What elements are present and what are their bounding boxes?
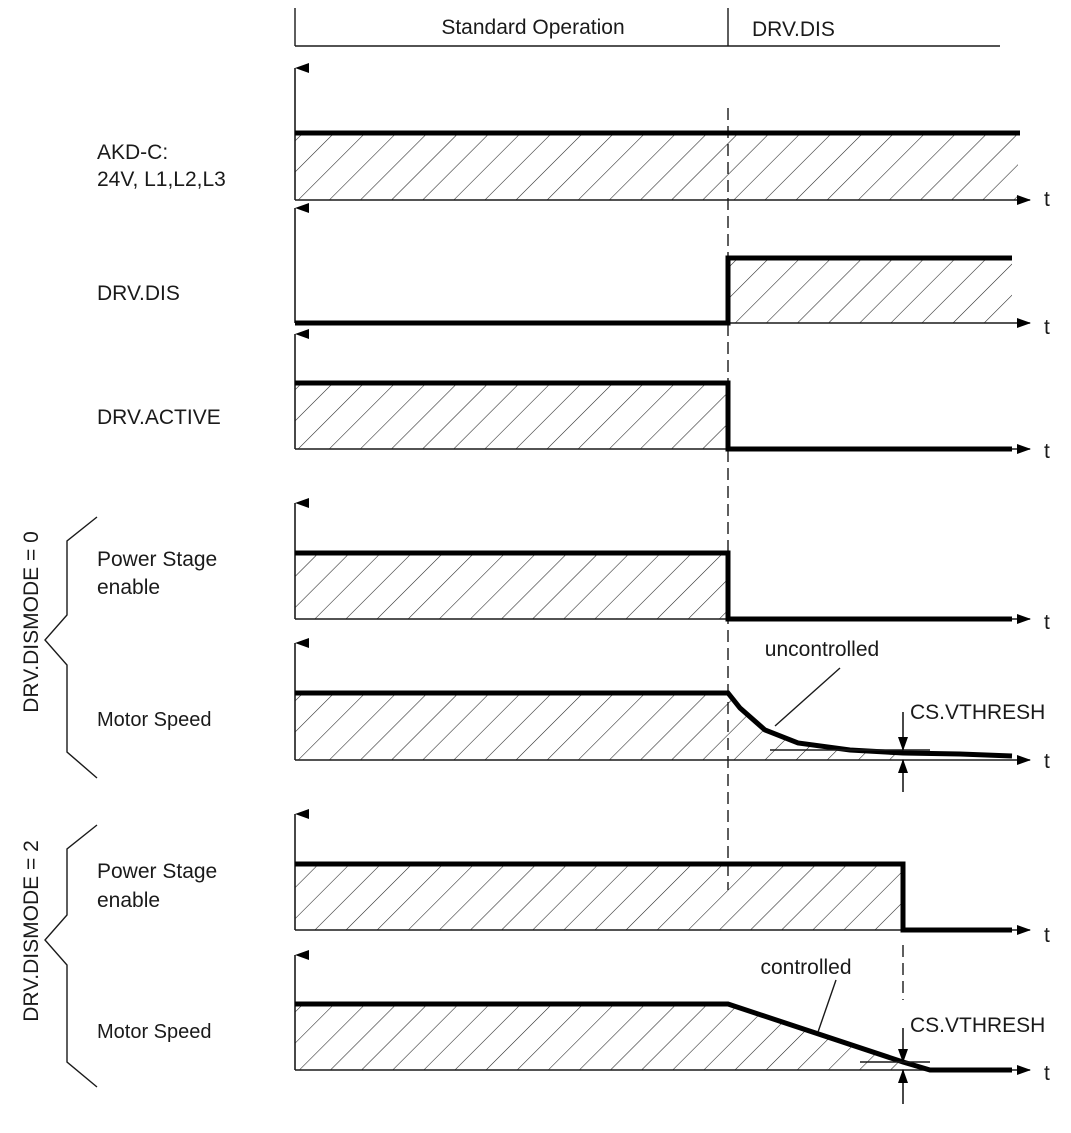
motor-speed-0-label: Motor Speed: [97, 709, 212, 731]
trace-drvactive: DRV.ACTIVE t: [97, 329, 1050, 463]
power-stage-0-signal: [295, 550, 1012, 622]
group-brace: [44, 824, 98, 1088]
motor-speed-2-hatch: [295, 1004, 903, 1070]
uncontrolled-leader-line: [774, 667, 841, 727]
group-dismode-0: DRV.DISMODE = 0 Power Stage enable t unc…: [20, 498, 1050, 792]
axis-t-label: t: [1044, 188, 1050, 211]
power-stage-0-label-line1: Power Stage: [97, 548, 217, 571]
akdc-label-line1: AKD-C:: [97, 141, 168, 164]
power-stage-2-label-line2: enable: [97, 889, 160, 912]
controlled-annotation: controlled: [760, 956, 851, 979]
akdc-hatch: [295, 133, 1018, 200]
power-stage-0-label-line2: enable: [97, 576, 160, 599]
drvactive-label: DRV.ACTIVE: [97, 406, 221, 429]
drvdis-hatch: [728, 258, 1012, 323]
motor-speed-0-signal: [295, 690, 1013, 759]
group-dismode-0-label: DRV.DISMODE = 0: [20, 531, 43, 712]
drvactive-signal: [295, 380, 1012, 452]
axis-t-label: t: [1044, 750, 1050, 773]
axis-t-label: t: [1044, 316, 1050, 339]
axis-t-label: t: [1044, 924, 1050, 947]
power-stage-0-hatch: [295, 553, 728, 619]
phase-header: Standard Operation DRV.DIS: [294, 8, 1000, 47]
controlled-leader-line: [817, 979, 837, 1033]
drvdis-label: DRV.DIS: [97, 282, 180, 305]
motor-speed-0-hatch: [295, 693, 903, 760]
cs-vthresh-0-label: CS.VTHRESH: [910, 701, 1045, 724]
power-stage-2-signal: [295, 861, 1012, 933]
cs-vthresh-2-label: CS.VTHRESH: [910, 1014, 1045, 1037]
axis-t-label: t: [1044, 611, 1050, 634]
axis-t-label: t: [1044, 440, 1050, 463]
axis-t-label: t: [1044, 1062, 1050, 1085]
phase-drvdis-label: DRV.DIS: [752, 18, 835, 41]
group-brace: [44, 516, 98, 779]
drvactive-hatch: [295, 383, 728, 449]
power-stage-2-label-line1: Power Stage: [97, 860, 217, 883]
group-dismode-2: DRV.DISMODE = 2 Power Stage enable t con…: [20, 809, 1050, 1104]
uncontrolled-annotation: uncontrolled: [765, 638, 879, 661]
trace-drvdis: DRV.DIS t: [97, 203, 1050, 339]
trace-akdc: AKD-C: 24V, L1,L2,L3 t: [97, 63, 1050, 211]
drvdis-signal: [295, 255, 1012, 326]
power-stage-2-hatch: [295, 864, 903, 930]
akdc-label-line2: 24V, L1,L2,L3: [97, 168, 226, 191]
group-dismode-2-label: DRV.DISMODE = 2: [20, 840, 43, 1021]
phase-standard-label: Standard Operation: [441, 16, 624, 39]
motor-speed-2-label: Motor Speed: [97, 1021, 212, 1043]
